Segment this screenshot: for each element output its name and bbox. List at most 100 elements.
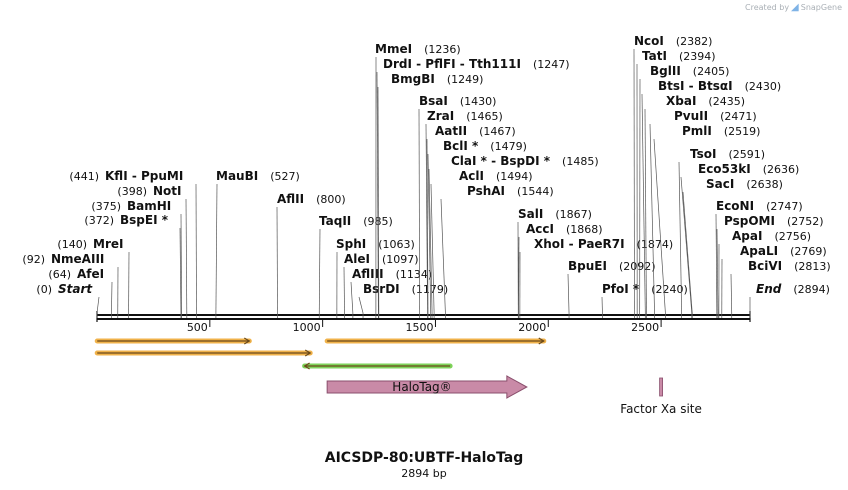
site-leader-line	[430, 183, 435, 314]
site-position: (398)	[117, 185, 147, 198]
site-leader-line	[179, 227, 182, 314]
site-leader-line	[682, 191, 693, 314]
site-leader-line	[678, 161, 682, 314]
site-leader-line	[644, 108, 647, 314]
site-position: (140)	[57, 238, 87, 251]
site-name-2: NmeAIII	[51, 252, 104, 266]
site-name-8: DrdI - PflFI - Tth111I	[383, 57, 521, 71]
site-leader-line	[350, 281, 354, 314]
site-position: (1179)	[412, 283, 449, 296]
site-name-30: Eco53kI	[698, 162, 751, 176]
site-position: (441)	[69, 170, 99, 183]
site-name-17: SalI	[518, 207, 543, 221]
site-position: (2591)	[728, 148, 765, 161]
site-name-37: End	[756, 282, 782, 296]
site-leader-line	[195, 183, 197, 314]
site-name-4: AleI	[344, 252, 370, 266]
site-leader-line	[180, 213, 182, 314]
site-name-33: PspOMI	[724, 214, 775, 228]
site-position: (1465)	[466, 110, 503, 123]
site-position: (2747)	[766, 200, 803, 213]
site-name-14: ClaI * - BspDI *	[451, 154, 551, 168]
site-position: (2752)	[787, 215, 824, 228]
site-leader-line	[641, 93, 646, 314]
site-leader-line	[716, 228, 719, 314]
site-position: (2638)	[746, 178, 783, 191]
halotag-label: HaloTag®	[392, 380, 451, 394]
credit-prefix: Created by	[745, 3, 790, 12]
site-position: (92)	[22, 253, 45, 266]
site-leader-line	[730, 273, 733, 314]
site-leader-line	[715, 213, 718, 314]
site-leader-line	[358, 296, 364, 314]
site-leader-line	[111, 281, 113, 314]
axis-tick-label: 500	[187, 321, 208, 334]
map-title: AICSDP-80:UBTF-HaloTag	[324, 450, 524, 466]
site-position: (1430)	[460, 95, 497, 108]
site-name-16: PshAI	[467, 184, 505, 198]
site-name-15: AclI	[459, 169, 484, 183]
site-name-0: Start	[58, 282, 93, 296]
site-leader-line	[343, 266, 345, 314]
sequence-map: 500 1000 1500 2000 2500 Start (0) AfeI (64) NmeAI…	[22, 34, 830, 416]
site-position: (2435)	[708, 95, 745, 108]
site-leader-line	[96, 296, 100, 314]
site-position: (2382)	[676, 35, 713, 48]
site-position: (1063)	[378, 238, 415, 251]
site-position: (0)	[36, 283, 52, 296]
map-length: 2894 bp	[401, 467, 447, 480]
site-position: (375)	[91, 200, 121, 213]
site-position: (372)	[84, 214, 114, 227]
site-position: (1247)	[533, 58, 570, 71]
site-leader-line	[567, 273, 570, 314]
credit-brand: SnapGene	[800, 3, 842, 12]
site-name-31: SacI	[706, 177, 734, 191]
site-position: (2519)	[724, 125, 761, 138]
site-leader-line	[185, 198, 188, 314]
site-name-20: BpuEI	[568, 259, 607, 273]
orf-arrowhead	[304, 349, 312, 357]
site-position: (800)	[316, 193, 346, 206]
site-name-28: PmlI	[682, 124, 712, 138]
site-position: (1544)	[517, 185, 554, 198]
site-leader-line	[440, 198, 446, 314]
factor-xa-label: Factor Xa site	[620, 402, 702, 416]
site-name-12: AatII	[435, 124, 467, 138]
site-name-35: ApaLI	[740, 244, 778, 258]
site-leader-line	[427, 153, 432, 314]
site-position: (1868)	[566, 223, 603, 236]
site-name-24: BglII	[650, 64, 681, 78]
site-position: (1479)	[490, 140, 527, 153]
site-name-21: PfoI *	[602, 282, 640, 296]
site-position: (2471)	[720, 110, 757, 123]
site-position: (2405)	[693, 65, 730, 78]
site-name-10: BsaI	[419, 94, 448, 108]
map-title-block: AICSDP-80:UBTF-HaloTag 2894 bp	[0, 450, 848, 480]
site-name-32: EcoNI	[716, 199, 754, 213]
site-name-27: PvuII	[674, 109, 708, 123]
site-position: (1467)	[479, 125, 516, 138]
site-name-5: BamHI	[127, 199, 171, 213]
site-name-36: BciVI	[748, 259, 782, 273]
site-name-9: BmgBI	[391, 72, 435, 86]
site-leader-line	[377, 86, 380, 314]
site-leader-line	[215, 183, 218, 314]
site-leader-line	[649, 123, 655, 314]
axis-tick-label: 1000	[293, 321, 321, 334]
site-position: (1249)	[447, 73, 484, 86]
site-name-13: BclI *	[443, 139, 479, 153]
site-name-6: NotI	[153, 184, 182, 198]
site-leader-line	[418, 108, 421, 314]
site-name-3: SphI	[336, 237, 366, 251]
site-name-11: ZraI	[427, 109, 454, 123]
site-leader-line	[653, 138, 666, 314]
site-position: (2756)	[774, 230, 811, 243]
site-position: (64)	[48, 268, 71, 281]
site-position: (1485)	[562, 155, 599, 168]
site-position: (1134)	[396, 268, 433, 281]
site-name-1: AfeI	[77, 267, 104, 281]
site-leader-line	[428, 168, 433, 314]
orf-arrowhead	[303, 362, 310, 370]
site-position: (2240)	[651, 283, 688, 296]
orf-arrowhead	[243, 337, 251, 345]
